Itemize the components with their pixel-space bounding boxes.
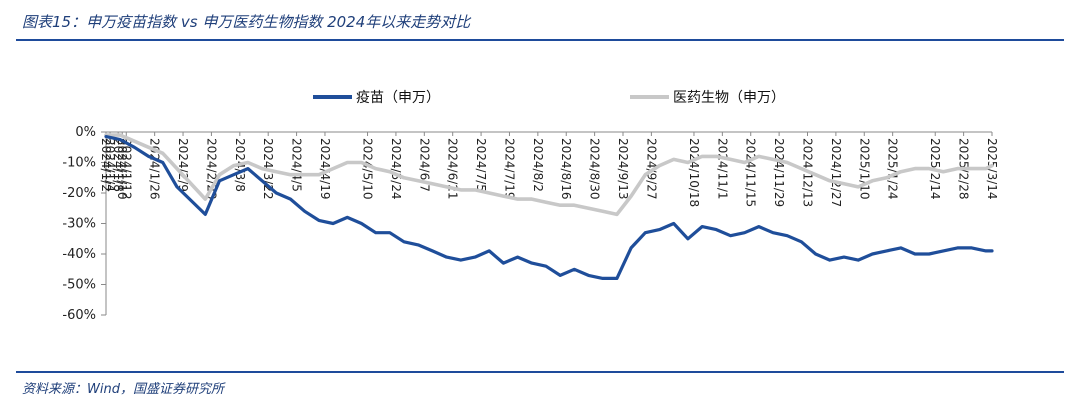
y-tick-label: -30% xyxy=(62,217,96,232)
x-tick-label: 2024/1/8 xyxy=(111,138,125,192)
x-tick-label: 2024/5/24 xyxy=(389,138,403,200)
x-tick-label: 2024/4/19 xyxy=(318,138,332,200)
x-tick-label: 2024/8/16 xyxy=(559,138,573,200)
y-tick-label: -50% xyxy=(62,278,96,293)
x-tick-label: 2024/11/29 xyxy=(772,138,786,207)
x-tick-label: 2024/1/12 xyxy=(119,138,133,200)
x-tick-label: 2024/12/27 xyxy=(829,138,843,207)
x-tick-label: 2024/6/21 xyxy=(446,138,460,200)
x-tick-label: 2024/11/15 xyxy=(744,138,758,207)
x-tick-label: 2024/9/13 xyxy=(616,138,630,200)
y-tick-label: 0% xyxy=(75,125,96,140)
x-tick-label: 2024/6/7 xyxy=(417,138,431,192)
series-line-2 xyxy=(104,133,994,217)
x-tick-label: 2024/11/1 xyxy=(715,138,729,200)
x-tick-label: 2024/5/10 xyxy=(361,138,375,200)
x-tick-label: 2024/1/2 xyxy=(99,138,113,192)
header-rule xyxy=(16,39,1064,41)
x-tick-label: 2024/1/26 xyxy=(148,138,162,200)
axes: 0%-10%-20%-30%-40%-50%-60%2024/1/22024/1… xyxy=(62,125,999,323)
x-tick-label: 2024/1/4 xyxy=(103,138,117,192)
x-tick-label: 2024/10/18 xyxy=(687,138,701,207)
x-tick-label: 2024/7/19 xyxy=(502,138,516,200)
y-tick-label: -60% xyxy=(62,308,96,323)
x-tick-label: 2024/8/2 xyxy=(531,138,545,192)
source-note: 资料来源：Wind，国盛证券研究所 xyxy=(22,382,224,397)
chart-title: 图表15：申万疫苗指数 vs 申万医药生物指数 2024年以来走势对比 xyxy=(22,13,471,31)
legend: 疫苗（申万） 医药生物（申万） xyxy=(313,90,785,106)
y-tick-label: -20% xyxy=(62,186,96,201)
legend-label-series-1: 疫苗（申万） xyxy=(356,90,440,106)
y-tick-label: -10% xyxy=(62,156,96,171)
footer-rule xyxy=(16,371,1064,373)
legend-label-series-2: 医药生物（申万） xyxy=(673,90,785,106)
x-tick-label: 2024/4/5 xyxy=(290,138,304,192)
x-tick-label: 2025/1/24 xyxy=(886,138,900,200)
series-layer xyxy=(104,133,994,280)
series-line-1 xyxy=(104,135,994,280)
x-tick-label: 2024/1/10 xyxy=(115,138,129,200)
y-tick-label: -40% xyxy=(62,247,96,262)
x-tick-label: 2025/3/14 xyxy=(985,138,999,200)
x-tick-label: 2024/7/5 xyxy=(474,138,488,192)
x-tick-label: 2025/1/10 xyxy=(857,138,871,200)
x-tick-label: 2024/2/9 xyxy=(176,138,190,192)
x-tick-label: 2024/8/30 xyxy=(588,138,602,200)
